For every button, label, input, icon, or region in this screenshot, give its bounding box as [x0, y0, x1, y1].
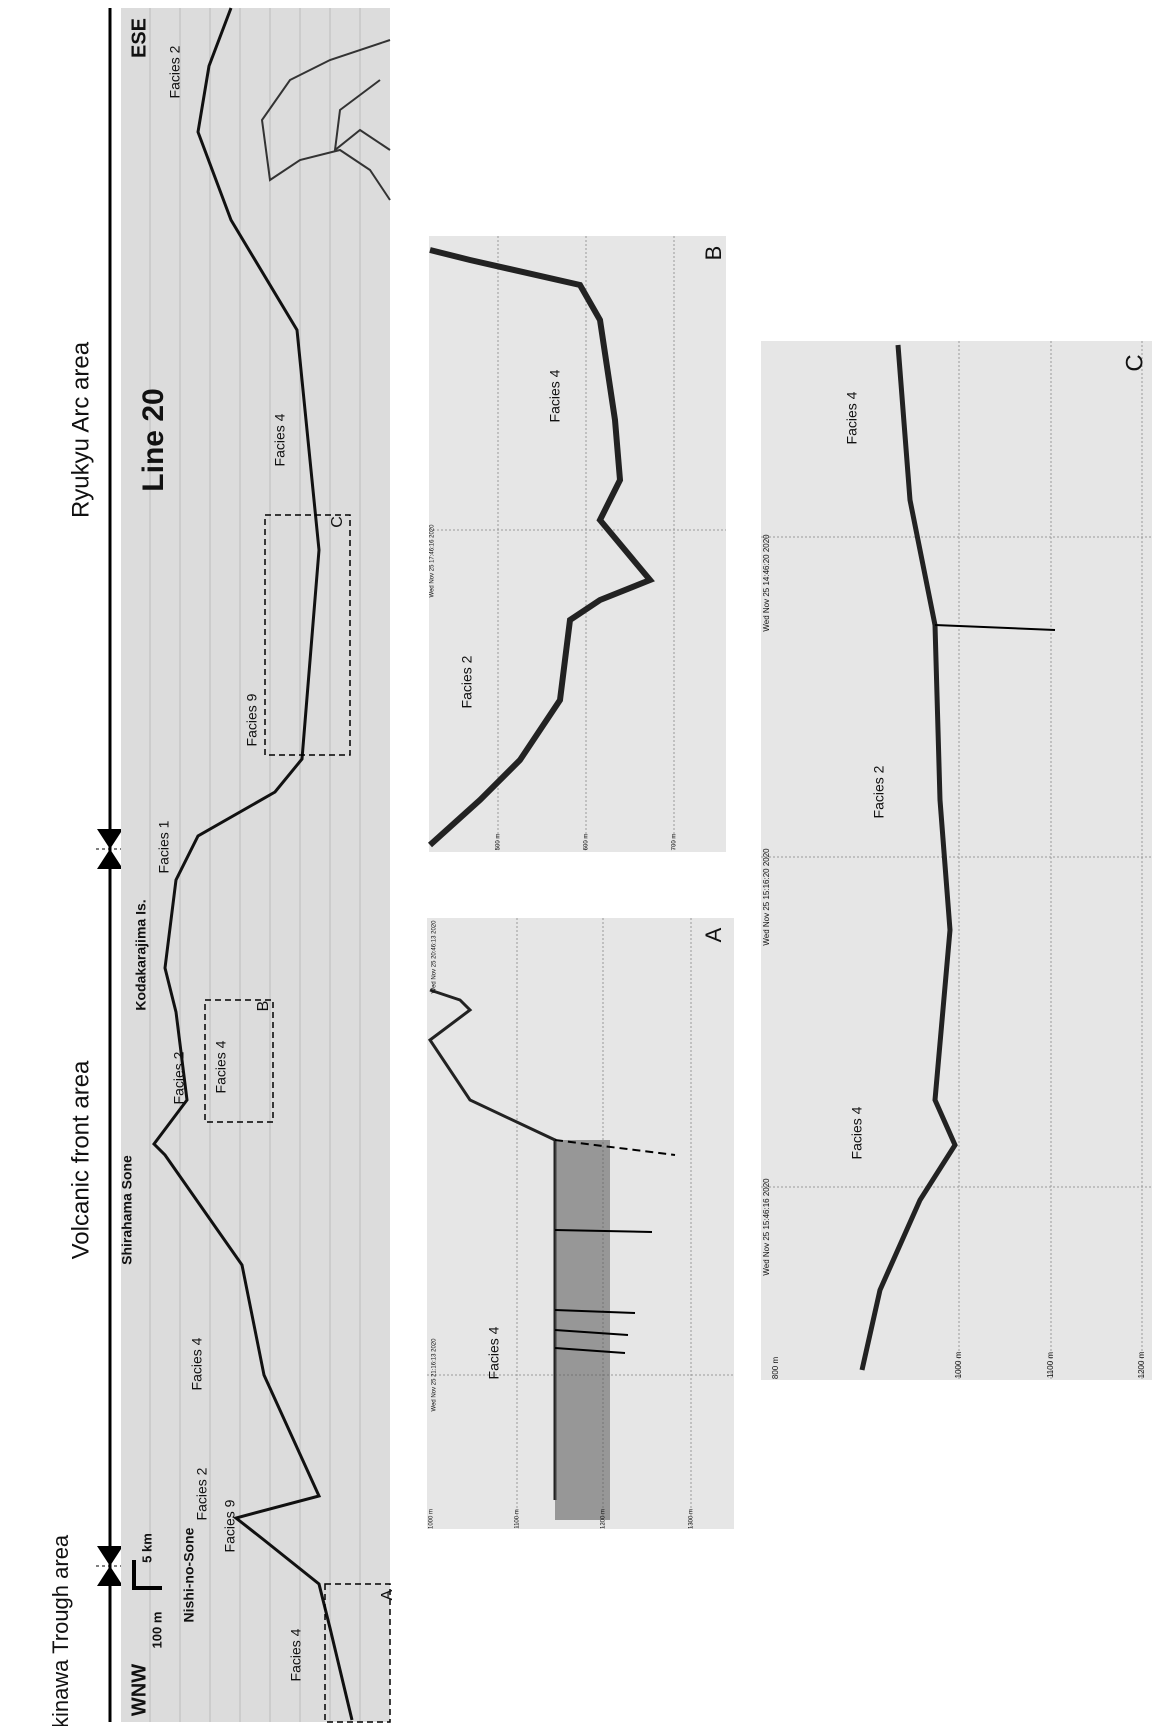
depths: 1100 m — [1046, 1352, 1055, 1378]
facies-labels: Facies 4 — [844, 391, 860, 444]
facies-labels: Facies 2 — [167, 45, 183, 98]
areas: Ryukyu Arc area — [67, 341, 94, 518]
areas: Okinawa Trough area — [48, 1534, 73, 1726]
seafloor — [152, 7, 354, 1721]
panel-c-fault — [934, 624, 1056, 631]
panel-c — [761, 341, 1152, 1380]
label: C — [1121, 354, 1148, 371]
times: Wed Nov 25 20:46:13 2020 — [432, 920, 438, 994]
depths: 1000 m — [954, 1351, 963, 1378]
reflector — [260, 39, 391, 201]
west: WNW — [128, 1664, 150, 1716]
depths: 500 m — [496, 834, 502, 851]
times: Wed Nov 25 15:16:20 2020 — [762, 848, 771, 946]
times: Wed Nov 25 14:46:20 2020 — [762, 534, 771, 632]
facies-labels: Facies 9 — [222, 1499, 238, 1552]
facies-labels: Facies 2 — [459, 655, 475, 708]
facies-labels: Facies 4 — [213, 1040, 229, 1093]
depths: 600 m — [584, 834, 590, 851]
main-profile — [121, 8, 390, 1722]
places: Shirahama Sone — [119, 1155, 135, 1265]
panel-a-faults — [554, 1139, 676, 1354]
area-arrow — [97, 1566, 123, 1586]
facies-labels: Facies 4 — [288, 1628, 304, 1681]
boxes: A — [379, 1589, 396, 1600]
reflector — [333, 79, 391, 153]
areas: Volcanic front area — [67, 1060, 94, 1259]
scale-bar — [132, 1586, 162, 1590]
facies-labels: Facies 9 — [244, 693, 260, 746]
label: B — [701, 246, 726, 261]
area-arrow — [97, 849, 123, 869]
main-grid — [149, 8, 361, 1722]
facies-labels: Facies 4 — [547, 369, 563, 422]
scale-vertical: 100 m — [149, 1612, 164, 1649]
area-arrow — [97, 829, 123, 849]
facies-labels: Facies 1 — [156, 820, 172, 873]
times: Wed Nov 25 21:16:13 2020 — [432, 1338, 438, 1412]
facies-labels: Facies 4 — [849, 1106, 865, 1159]
places: Nishi-no-Sone — [181, 1527, 197, 1622]
panel-b — [429, 236, 726, 852]
box-c — [264, 514, 351, 756]
facies-labels: Facies 2 — [871, 765, 887, 818]
boxes: B — [255, 1001, 272, 1012]
panel-b-grid — [429, 236, 726, 852]
scale-horizontal: 5 km — [139, 1533, 154, 1563]
depths: 800 m — [771, 1357, 780, 1380]
scale-bar — [132, 1560, 136, 1590]
depths: 1300 m — [689, 1509, 695, 1529]
title: Line 20 — [137, 388, 170, 491]
east: ESE — [128, 18, 150, 58]
depths: 1000 m — [429, 1509, 435, 1529]
box-b — [204, 999, 274, 1123]
box-a — [324, 1583, 391, 1723]
panel-c-grid — [761, 341, 1152, 1380]
facies-labels: Facies 4 — [486, 1326, 502, 1379]
times: Wed Nov 25 15:46:16 2020 — [762, 1178, 771, 1276]
facies-labels: Facies 4 — [272, 413, 288, 466]
label: A — [701, 927, 726, 942]
boxes: C — [329, 516, 346, 528]
places: Kodakarajima Is. — [133, 899, 149, 1010]
panel-b-seafloor — [427, 247, 655, 848]
facies-labels: Facies 4 — [189, 1337, 205, 1390]
panel-c-seafloor — [859, 344, 958, 1371]
area-arrow — [97, 1546, 123, 1566]
facies-labels: Facies 2 — [194, 1467, 210, 1520]
depths: 1200 m — [1137, 1351, 1146, 1378]
depths: 1200 m — [601, 1509, 607, 1529]
depths: 1100 m — [515, 1509, 521, 1529]
facies-labels: Facies 2 — [171, 1051, 187, 1104]
times: Wed Nov 25 17:46:16 2020 — [430, 524, 436, 598]
depths: 700 m — [672, 834, 678, 851]
